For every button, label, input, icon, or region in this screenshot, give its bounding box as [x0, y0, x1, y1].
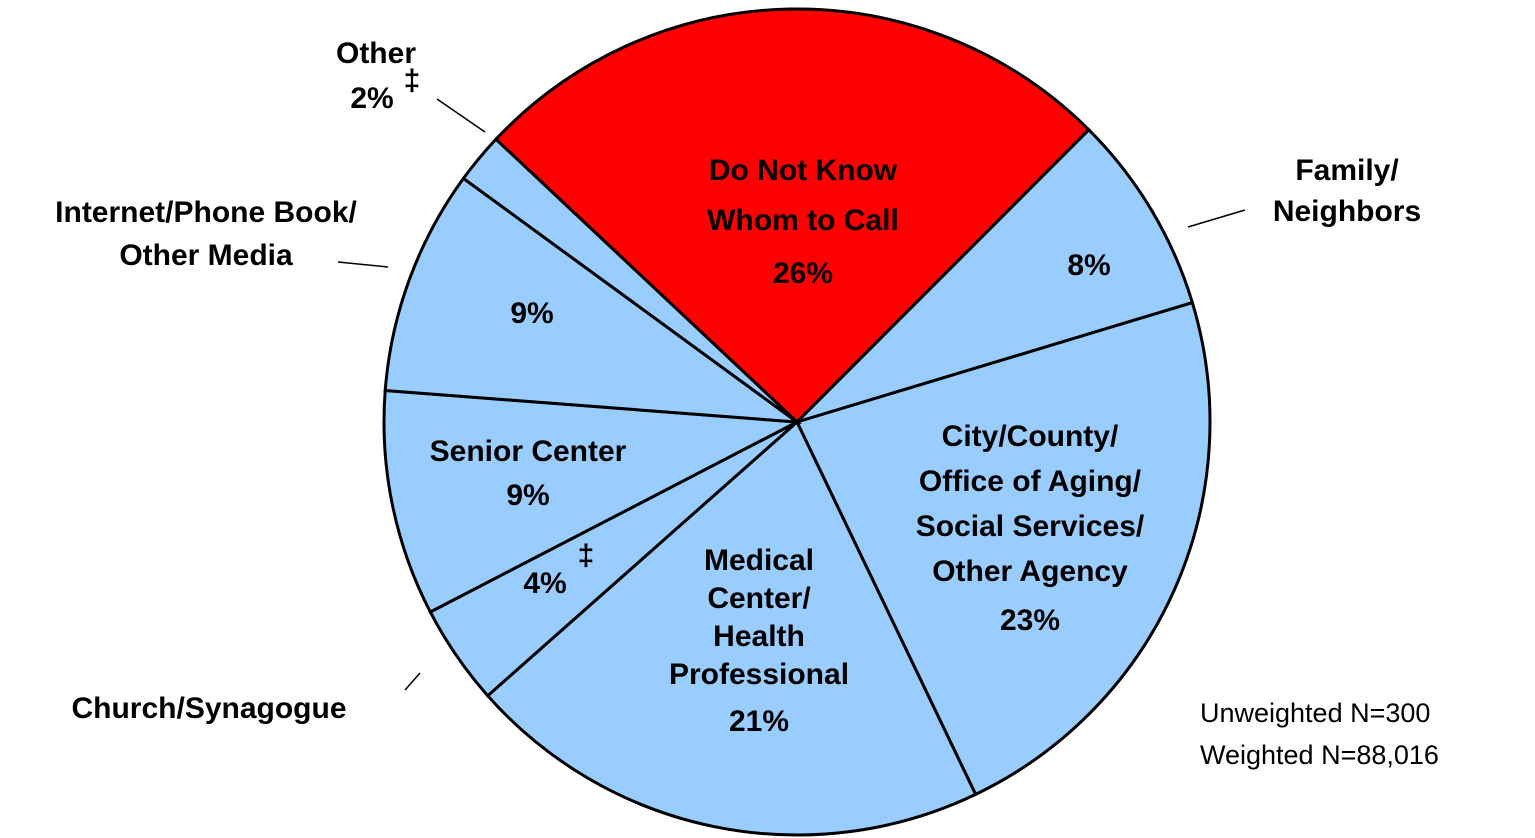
slice-label: Center/	[707, 582, 811, 615]
footnote-mark: ‡	[578, 539, 595, 572]
slice-label: Health	[713, 620, 805, 653]
pie-slice	[382, 388, 803, 615]
slice-label: Whom to Call	[707, 204, 899, 237]
value-label: 21%	[729, 705, 789, 738]
value-label: 9%	[506, 479, 549, 512]
slice-label: Other	[336, 37, 416, 70]
slice-label: Internet/Phone Book/	[55, 196, 357, 229]
slice-label: Senior Center	[430, 435, 627, 468]
pie-slice	[794, 300, 1212, 797]
leader-line	[1187, 209, 1246, 228]
pie-slice	[383, 176, 803, 424]
slice-label: Church/Synagogue	[71, 692, 346, 725]
value-label: 26%	[773, 257, 833, 290]
footnote-mark: ‡	[404, 64, 421, 97]
annotation: Weighted N=88,016	[1200, 740, 1439, 770]
pie	[382, 7, 1212, 837]
slice-label: Family/	[1295, 154, 1399, 187]
leader-line	[404, 672, 421, 691]
annotation: Unweighted N=300	[1200, 698, 1430, 728]
value-label: 23%	[1000, 604, 1060, 637]
slice-label: Other Media	[119, 239, 293, 272]
slice-label: Professional	[669, 658, 849, 691]
value-label: 9%	[510, 297, 553, 330]
slice-label: Medical	[704, 544, 814, 577]
pie-slice	[485, 419, 978, 837]
leader-line	[337, 261, 389, 268]
value-label: 8%	[1067, 249, 1110, 282]
pie-slice	[461, 137, 799, 424]
slice-label: Office of Aging/	[919, 465, 1142, 498]
pie-slice	[493, 7, 1091, 425]
slice-label: Social Services/	[916, 510, 1145, 543]
value-label: 2%	[350, 82, 393, 115]
slice-label: Other Agency	[932, 555, 1128, 588]
slice-label: Neighbors	[1273, 195, 1421, 228]
slice-label: Do Not Know	[709, 154, 898, 187]
leader-line	[436, 98, 486, 133]
slice-label: City/County/	[942, 420, 1119, 453]
value-label: 4%	[523, 567, 566, 600]
pie-slice	[795, 127, 1195, 424]
